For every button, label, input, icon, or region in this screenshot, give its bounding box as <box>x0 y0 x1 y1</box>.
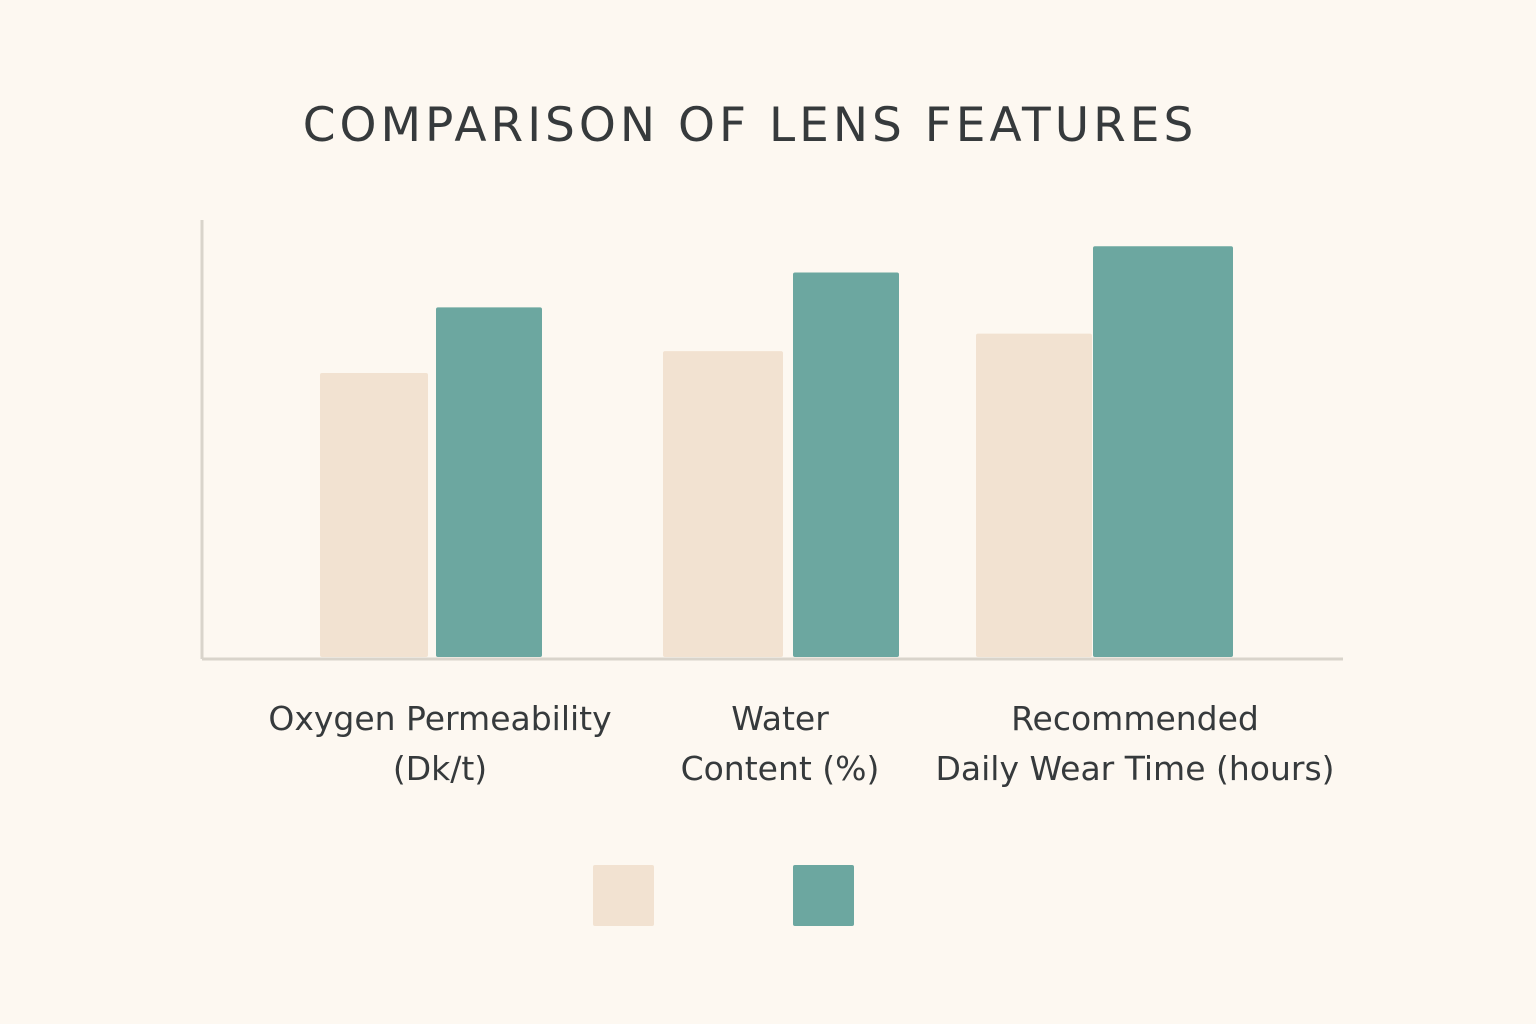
x-tick-label-2-line-2: Content (%) <box>681 749 880 788</box>
x-tick-label-1-line-2: (Dk/t) <box>393 749 487 788</box>
legend-swatch-series-2 <box>793 865 854 926</box>
x-tick-label-1: Oxygen Permeability (Dk/t) <box>268 699 611 788</box>
bar-series-2-category-3 <box>1093 246 1233 657</box>
x-tick-labels: Oxygen Permeability (Dk/t) Water Content (%… <box>268 699 1334 788</box>
bar-series-1-category-1 <box>320 372 428 657</box>
bar-series-1-category-3 <box>976 333 1092 657</box>
chart-title: COMPARISON OF LENS FEATURES <box>302 98 1198 153</box>
legend-swatch-series-1 <box>593 865 654 926</box>
legend-item-series-1 <box>593 865 654 926</box>
x-tick-label-2-line-1: Water <box>731 699 829 738</box>
bar-series-1-category-2 <box>663 351 783 657</box>
x-tick-label-3-line-2: Daily Wear Time (hours) <box>935 749 1334 788</box>
x-tick-label-3: Recommended Daily Wear Time (hours) <box>935 699 1334 788</box>
bar-series-2-category-1 <box>436 307 542 657</box>
x-tick-label-2: Water Content (%) <box>681 699 880 788</box>
legend <box>593 865 855 926</box>
legend-item-series-2 <box>793 865 854 926</box>
bars-layer <box>320 246 1233 657</box>
x-tick-label-3-line-1: Recommended <box>1011 699 1259 738</box>
x-tick-label-1-line-1: Oxygen Permeability <box>268 699 611 738</box>
bar-series-2-category-2 <box>793 272 899 657</box>
